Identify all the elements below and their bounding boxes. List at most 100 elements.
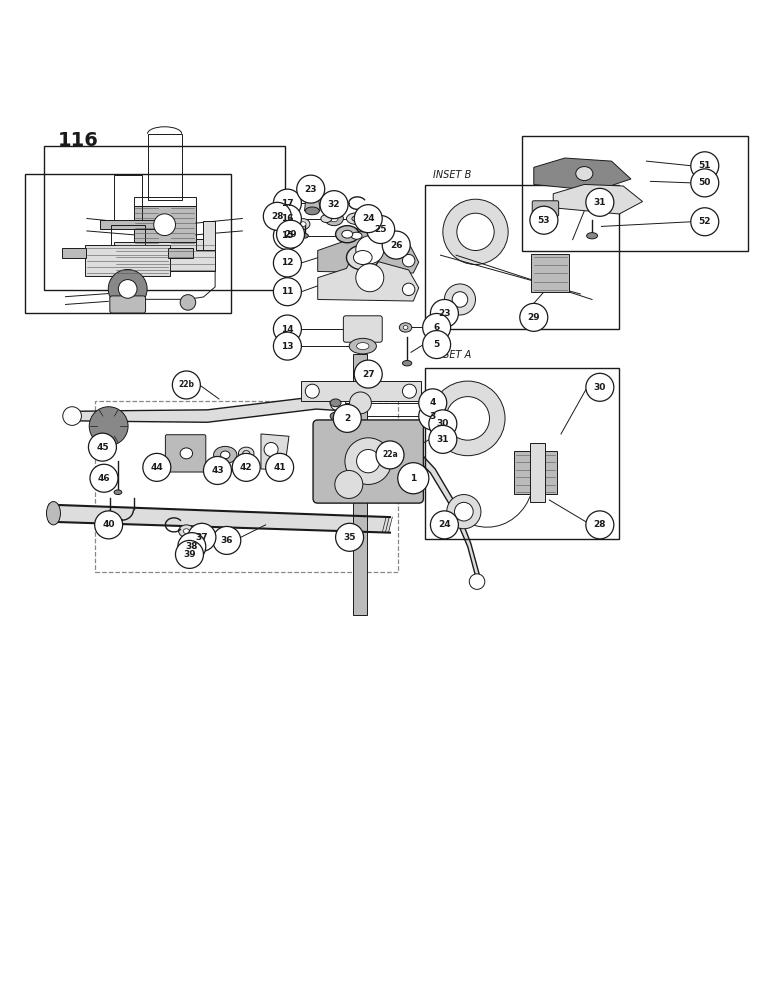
Ellipse shape <box>330 412 341 420</box>
Circle shape <box>305 384 319 398</box>
Text: 35: 35 <box>343 533 356 542</box>
Text: INSET A: INSET A <box>433 350 471 360</box>
Bar <box>196 239 215 250</box>
Ellipse shape <box>576 167 593 181</box>
Text: 29: 29 <box>284 230 297 239</box>
Ellipse shape <box>321 215 332 223</box>
Bar <box>94 401 398 572</box>
Text: 13: 13 <box>281 342 293 351</box>
Ellipse shape <box>351 232 362 239</box>
Ellipse shape <box>353 251 372 265</box>
Text: 42: 42 <box>240 463 253 472</box>
Circle shape <box>296 175 324 203</box>
Text: 36: 36 <box>221 536 233 545</box>
Text: 41: 41 <box>273 463 286 472</box>
Ellipse shape <box>402 360 412 366</box>
Circle shape <box>94 511 122 539</box>
Circle shape <box>172 371 200 399</box>
Circle shape <box>431 381 505 456</box>
Text: 11: 11 <box>281 287 293 296</box>
Circle shape <box>429 410 457 438</box>
Circle shape <box>354 360 382 388</box>
Bar <box>204 221 215 250</box>
Text: 14: 14 <box>281 325 294 334</box>
Text: 37: 37 <box>196 533 208 542</box>
Bar <box>44 146 285 290</box>
Circle shape <box>274 205 301 233</box>
Polygon shape <box>304 197 320 211</box>
Ellipse shape <box>183 529 190 533</box>
Text: 43: 43 <box>211 466 224 475</box>
Bar <box>530 443 545 502</box>
Text: 39: 39 <box>183 550 196 559</box>
Text: 23: 23 <box>438 309 451 318</box>
Ellipse shape <box>342 230 353 238</box>
Text: 44: 44 <box>151 463 163 472</box>
Ellipse shape <box>114 490 122 495</box>
Circle shape <box>470 574 485 589</box>
FancyBboxPatch shape <box>165 435 206 472</box>
Polygon shape <box>553 184 643 214</box>
Polygon shape <box>261 434 289 470</box>
Ellipse shape <box>587 233 597 239</box>
Circle shape <box>455 502 473 521</box>
Circle shape <box>446 397 490 440</box>
Circle shape <box>402 254 415 267</box>
Circle shape <box>402 283 415 296</box>
Text: 46: 46 <box>98 474 110 483</box>
Circle shape <box>274 222 301 250</box>
Ellipse shape <box>221 451 230 459</box>
Circle shape <box>274 332 301 360</box>
Circle shape <box>447 495 481 529</box>
Circle shape <box>232 453 261 481</box>
Circle shape <box>154 214 176 236</box>
Circle shape <box>178 533 206 561</box>
Text: 28: 28 <box>271 212 284 221</box>
Text: 17: 17 <box>281 199 294 208</box>
Circle shape <box>423 313 451 341</box>
Circle shape <box>274 315 301 343</box>
Text: 22a: 22a <box>382 450 398 459</box>
Circle shape <box>586 188 614 216</box>
Bar <box>62 248 87 258</box>
Circle shape <box>586 373 614 401</box>
Circle shape <box>264 202 291 230</box>
Text: 28: 28 <box>594 520 606 529</box>
Text: 50: 50 <box>699 178 711 187</box>
Circle shape <box>392 436 407 452</box>
Ellipse shape <box>47 502 61 525</box>
Ellipse shape <box>243 451 250 456</box>
Bar <box>85 245 171 276</box>
Circle shape <box>354 205 382 233</box>
Ellipse shape <box>180 448 193 459</box>
Text: 5: 5 <box>434 340 440 349</box>
Circle shape <box>376 441 404 469</box>
Circle shape <box>213 526 241 554</box>
Text: 4: 4 <box>430 398 436 407</box>
Text: 6: 6 <box>434 323 440 332</box>
Text: 53: 53 <box>537 216 550 225</box>
Bar <box>168 248 193 258</box>
Circle shape <box>89 407 128 446</box>
Circle shape <box>188 531 200 544</box>
Circle shape <box>274 189 301 217</box>
Circle shape <box>445 284 476 315</box>
Ellipse shape <box>324 212 343 226</box>
Polygon shape <box>50 505 390 533</box>
FancyBboxPatch shape <box>532 201 558 216</box>
Circle shape <box>429 425 457 453</box>
Circle shape <box>431 299 459 327</box>
Circle shape <box>176 540 204 568</box>
Bar <box>147 134 182 200</box>
Text: 15: 15 <box>281 231 293 240</box>
Text: 24: 24 <box>362 214 374 223</box>
Bar <box>425 185 619 329</box>
Polygon shape <box>317 231 419 273</box>
Ellipse shape <box>349 338 377 354</box>
Circle shape <box>402 384 417 398</box>
Polygon shape <box>534 158 631 191</box>
Bar <box>114 242 215 271</box>
Circle shape <box>108 269 147 308</box>
Text: 16: 16 <box>281 214 293 223</box>
Circle shape <box>586 511 614 539</box>
